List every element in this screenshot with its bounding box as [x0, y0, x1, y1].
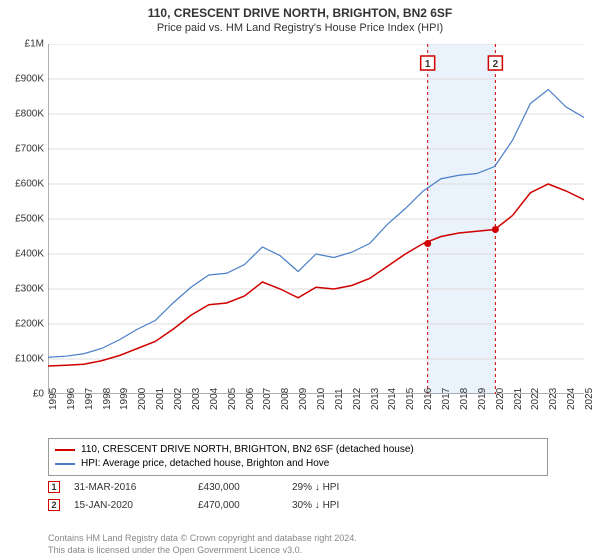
sale-date: 15-JAN-2020	[74, 500, 184, 511]
footer-line1: Contains HM Land Registry data © Crown c…	[48, 532, 357, 544]
y-tick-label: £500K	[2, 214, 44, 225]
sales-table: 1 31-MAR-2016 £430,000 29% ↓ HPI 2 15-JAN-202…	[48, 478, 382, 514]
x-tick-label: 2025	[584, 388, 600, 410]
chart-area: 12 £0£100K£200K£300K£400K£500K£600K£700K…	[48, 44, 584, 394]
svg-text:1: 1	[425, 59, 431, 70]
legend-swatch	[55, 463, 75, 465]
y-tick-label: £100K	[2, 354, 44, 365]
sale-row: 1 31-MAR-2016 £430,000 29% ↓ HPI	[48, 478, 382, 496]
sale-pct-vs-hpi: 30% ↓ HPI	[292, 500, 382, 511]
footer-line2: This data is licensed under the Open Gov…	[48, 544, 357, 556]
y-tick-label: £800K	[2, 109, 44, 120]
legend-item: HPI: Average price, detached house, Brig…	[55, 457, 541, 471]
sale-marker: 2	[48, 499, 60, 511]
sale-pct-vs-hpi: 29% ↓ HPI	[292, 482, 382, 493]
y-tick-label: £300K	[2, 284, 44, 295]
legend-label: 110, CRESCENT DRIVE NORTH, BRIGHTON, BN2…	[81, 443, 414, 457]
legend-item: 110, CRESCENT DRIVE NORTH, BRIGHTON, BN2…	[55, 443, 541, 457]
footer-attribution: Contains HM Land Registry data © Crown c…	[48, 532, 357, 556]
sale-marker: 1	[48, 481, 60, 493]
svg-text:2: 2	[493, 59, 499, 70]
sale-date: 31-MAR-2016	[74, 482, 184, 493]
y-tick-label: £700K	[2, 144, 44, 155]
legend-swatch	[55, 449, 75, 451]
y-tick-label: £900K	[2, 74, 44, 85]
chart-title: 110, CRESCENT DRIVE NORTH, BRIGHTON, BN2…	[0, 0, 600, 20]
sale-price: £470,000	[198, 500, 278, 511]
sale-row: 2 15-JAN-2020 £470,000 30% ↓ HPI	[48, 496, 382, 514]
y-tick-label: £400K	[2, 249, 44, 260]
legend: 110, CRESCENT DRIVE NORTH, BRIGHTON, BN2…	[48, 438, 548, 476]
sale-price: £430,000	[198, 482, 278, 493]
legend-label: HPI: Average price, detached house, Brig…	[81, 457, 329, 471]
y-tick-label: £1M	[2, 39, 44, 50]
chart-subtitle: Price paid vs. HM Land Registry's House …	[0, 20, 600, 38]
y-tick-label: £0	[2, 389, 44, 400]
y-tick-label: £200K	[2, 319, 44, 330]
line-chart: 12	[48, 44, 584, 394]
y-tick-label: £600K	[2, 179, 44, 190]
